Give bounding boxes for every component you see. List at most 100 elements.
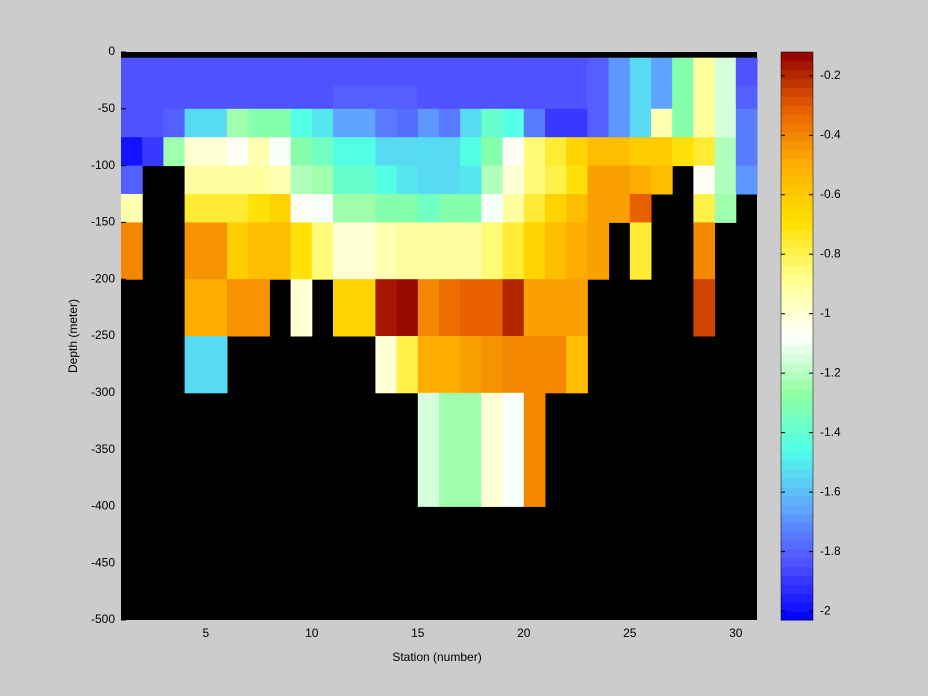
heatmap-cell — [311, 57, 334, 87]
heatmap-cell — [227, 137, 249, 167]
heatmap-cell — [375, 222, 398, 280]
heatmap-cell — [333, 165, 355, 195]
heatmap-cell — [290, 86, 313, 110]
heatmap-cell — [375, 336, 398, 394]
heatmap-cell — [121, 86, 143, 110]
colorbar-swatch — [781, 371, 813, 381]
heatmap-cell — [714, 137, 737, 167]
heatmap-cell — [651, 108, 673, 138]
heatmap-cell — [354, 137, 376, 167]
heatmap-cell — [184, 336, 207, 394]
heatmap-cell — [460, 86, 482, 110]
heatmap-cell — [523, 194, 546, 223]
heatmap-cell — [460, 137, 482, 167]
heatmap-cell — [735, 57, 758, 87]
heatmap-cell — [566, 279, 588, 337]
heatmap-cell — [523, 57, 546, 87]
heatmap-cell — [269, 86, 292, 110]
heatmap-cell — [290, 194, 313, 223]
heatmap-cell — [163, 86, 186, 110]
heatmap-cell — [417, 108, 440, 138]
heatmap-cell — [481, 336, 504, 394]
heatmap-cell — [290, 108, 313, 138]
heatmap-cell — [481, 279, 504, 337]
x-tick-label: 5 — [202, 626, 209, 640]
heatmap-cell — [121, 57, 143, 87]
heatmap-cell — [587, 165, 610, 195]
heatmap-cell — [227, 86, 249, 110]
heatmap-cell — [629, 86, 652, 110]
heatmap-cell — [333, 57, 355, 87]
heatmap-cell — [417, 165, 440, 195]
heatmap-cell — [481, 222, 504, 280]
colorbar-swatch — [781, 407, 813, 417]
colorbar-swatch — [781, 433, 813, 443]
heatmap-cell — [205, 165, 228, 195]
heatmap-cell — [417, 392, 440, 507]
colorbar-swatch — [781, 149, 813, 159]
y-axis-label: Depth (meter) — [66, 299, 80, 373]
heatmap-cell — [396, 336, 419, 394]
heatmap-cell — [566, 222, 588, 280]
heatmap-cell — [545, 336, 567, 394]
heatmap-cell — [545, 165, 567, 195]
heatmap-cell — [396, 279, 419, 337]
heatmap-cell — [523, 222, 546, 280]
heatmap-cell — [502, 194, 525, 223]
heatmap-cell — [439, 392, 461, 507]
colorbar-swatch — [781, 211, 813, 222]
colorbar-swatch — [781, 478, 813, 488]
colorbar-swatch — [781, 415, 813, 426]
colorbar-swatch — [781, 194, 813, 204]
heatmap-cell — [227, 108, 249, 138]
heatmap-cell — [566, 137, 588, 167]
heatmap-cell — [481, 165, 504, 195]
x-tick-label: 10 — [305, 626, 319, 640]
heatmap-cell — [248, 57, 270, 87]
colorbar-tick-label: -1 — [820, 306, 831, 320]
heatmap-cell — [205, 336, 228, 394]
heatmap-cell — [502, 279, 525, 337]
y-tick-label: 0 — [108, 44, 115, 58]
heatmap-cell — [693, 57, 716, 87]
heatmap-cell — [205, 222, 228, 280]
heatmap-cell — [354, 86, 376, 110]
colorbar-tick-label: -0.4 — [820, 127, 841, 141]
colorbar-swatch — [781, 131, 813, 142]
heatmap-cell — [608, 57, 631, 87]
colorbar-swatch — [781, 60, 813, 71]
heatmap-cell — [142, 57, 164, 87]
heatmap-cell — [523, 336, 546, 394]
x-axis-label: Station (number) — [392, 650, 481, 664]
heatmap-cell — [502, 108, 525, 138]
heatmap-cell — [481, 86, 504, 110]
heatmap-cell — [375, 108, 398, 138]
colorbar-swatch — [781, 424, 813, 435]
heatmap-cell — [651, 86, 673, 110]
heatmap-cell — [735, 108, 758, 138]
colorbar-swatch — [781, 202, 813, 213]
heatmap-cell — [417, 336, 440, 394]
heatmap-cell — [566, 108, 588, 138]
heatmap-cell — [629, 222, 652, 280]
heatmap-cell — [163, 137, 186, 167]
heatmap-cell — [587, 57, 610, 87]
heatmap-cell — [481, 392, 504, 507]
colorbar-swatch — [781, 105, 813, 115]
heatmap-cell — [587, 194, 610, 223]
colorbar-swatch — [781, 256, 813, 266]
heatmap-cell — [545, 57, 567, 87]
colorbar-swatch — [781, 220, 813, 230]
colorbar-frame — [780, 51, 814, 621]
heatmap-cell — [311, 194, 334, 223]
heatmap-cell — [545, 86, 567, 110]
heatmap-cell — [693, 86, 716, 110]
heatmap-cell — [693, 194, 716, 223]
heatmap-cell — [629, 57, 652, 87]
heatmap-cell — [714, 86, 737, 110]
colorbar-swatch — [781, 389, 813, 399]
heatmap-cell — [735, 165, 758, 195]
heatmap-cell — [417, 222, 440, 280]
colorbar-swatch — [781, 96, 813, 106]
colorbar-swatch — [781, 123, 813, 133]
